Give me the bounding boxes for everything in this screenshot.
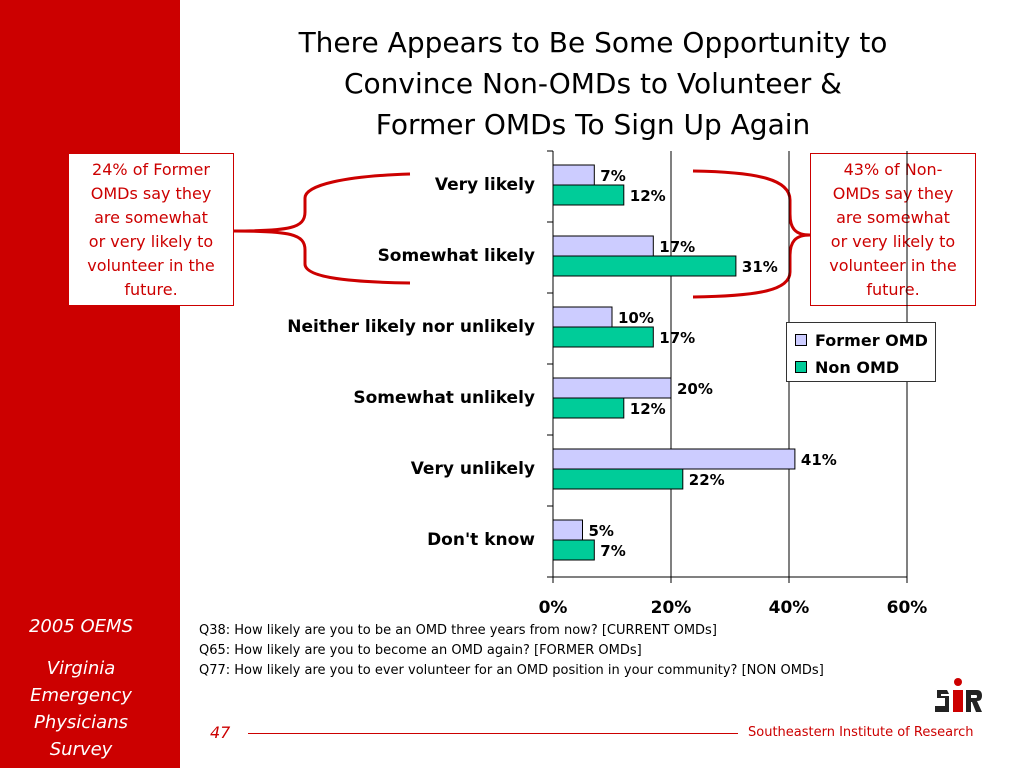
bar-former-omd <box>552 448 796 470</box>
callout-line: OMDs say they <box>90 184 212 203</box>
bar-former-omd <box>552 306 613 328</box>
callout-line: 24% of Former <box>92 160 210 179</box>
x-tick-label: 40% <box>768 598 810 618</box>
callout-line: are somewhat <box>836 208 950 227</box>
bar-value-label: 31% <box>742 258 778 276</box>
legend-label: Non OMD <box>815 357 900 377</box>
bar-value-label: 17% <box>659 238 695 256</box>
bar-value-label: 41% <box>801 451 837 469</box>
bar-non-omd <box>552 539 595 561</box>
x-tick-label: 60% <box>886 598 928 618</box>
bar-former-omd <box>552 377 672 399</box>
question-line: Q38: How likely are you to be an OMD thr… <box>199 623 717 638</box>
bar-former-omd <box>552 519 583 541</box>
legend-label: Former OMD <box>815 330 928 350</box>
page-number: 47 <box>210 723 231 742</box>
right-bracket-top <box>692 169 811 237</box>
survey-name-line-2: Emergency <box>30 685 132 706</box>
callout-line: volunteer in the <box>829 256 957 275</box>
bar-value-label: 7% <box>600 542 625 560</box>
callout-line: future. <box>124 280 178 299</box>
category-label: Don't know <box>427 530 535 550</box>
bar-value-label: 12% <box>630 400 666 418</box>
title-line: There Appears to Be Some Opportunity to <box>298 26 888 59</box>
bar-non-omd <box>552 326 654 348</box>
bar-value-label: 20% <box>677 380 713 398</box>
left-callout: 24% of Former OMDs say they are somewhat… <box>68 153 234 306</box>
bar-non-omd <box>552 184 625 206</box>
bar-former-omd <box>552 164 595 186</box>
bar-value-label: 17% <box>659 329 695 347</box>
legend-swatch <box>795 334 807 346</box>
callout-line: OMDs say they <box>832 184 954 203</box>
slide-title: There Appears to Be Some Opportunity to … <box>240 22 946 145</box>
legend-item-former-omd: Former OMD <box>795 329 928 351</box>
survey-year: 2005 OEMS <box>28 616 134 637</box>
bar-value-label: 12% <box>630 187 666 205</box>
survey-name-line-4: Survey <box>49 739 113 760</box>
bar-non-omd <box>552 397 625 419</box>
survey-name-line-1: Virginia <box>46 658 116 679</box>
x-tick-label: 20% <box>650 598 692 618</box>
callout-line: volunteer in the <box>87 256 215 275</box>
category-label: Very unlikely <box>410 459 535 479</box>
bar-non-omd <box>552 468 684 490</box>
organization-name: Southeastern Institute of Research <box>748 725 974 740</box>
legend-swatch <box>795 361 807 373</box>
category-label: Neither likely nor unlikely <box>287 317 535 337</box>
category-label: Somewhat likely <box>377 246 535 266</box>
chart-legend: Former OMD Non OMD <box>786 322 936 382</box>
bar-value-label: 10% <box>618 309 654 327</box>
bar-value-label: 22% <box>689 471 725 489</box>
question-notes: Q38: How likely are you to be an OMD thr… <box>199 621 824 681</box>
question-line: Q65: How likely are you to become an OMD… <box>199 643 642 658</box>
sidebar: 2005 OEMS Virginia Emergency Physicians … <box>0 0 180 768</box>
sir-logo <box>935 678 982 712</box>
survey-name-line-3: Physicians <box>33 712 128 733</box>
question-line: Q77: How likely are you to ever voluntee… <box>199 663 824 678</box>
legend-item-non-omd: Non OMD <box>795 356 899 378</box>
bar-former-omd <box>552 235 654 257</box>
bar-value-label: 5% <box>589 522 614 540</box>
callout-line: or very likely to <box>830 232 956 251</box>
callout-line: or very likely to <box>88 232 214 251</box>
callout-line: are somewhat <box>94 208 208 227</box>
bar-non-omd <box>552 255 737 277</box>
bar-value-label: 7% <box>600 167 625 185</box>
title-line: Convince Non-OMDs to Volunteer & <box>343 67 843 100</box>
callout-line: 43% of Non- <box>843 160 943 179</box>
title-line: Former OMDs To Sign Up Again <box>375 108 811 141</box>
category-label: Very likely <box>434 175 535 195</box>
right-bracket-bottom <box>692 233 811 299</box>
x-tick-label: 0% <box>538 598 568 618</box>
footer-divider <box>248 733 738 734</box>
right-callout: 43% of Non- OMDs say they are somewhat o… <box>810 153 976 306</box>
left-bracket-top <box>233 172 411 233</box>
category-label: Somewhat unlikely <box>353 388 535 408</box>
callout-line: future. <box>866 280 920 299</box>
